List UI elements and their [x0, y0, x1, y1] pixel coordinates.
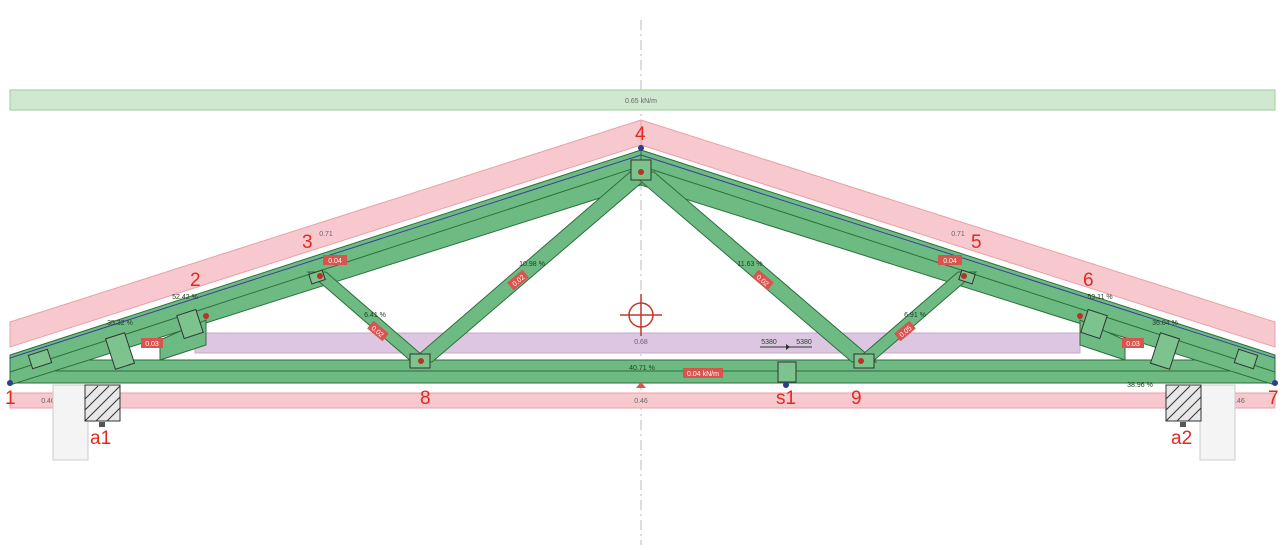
- right-roof-load-band: [640, 119, 1276, 348]
- value-left-chord-3: 0.04: [328, 258, 342, 265]
- value-left-heel-plate: 0.03: [145, 341, 159, 348]
- node-label-8: 8: [420, 388, 431, 409]
- util-left-web-outer: 6.41 %: [364, 312, 386, 319]
- node-label-6: 6: [1083, 270, 1094, 291]
- top-load-band: 0.65 kN/m: [9, 89, 1276, 111]
- bottom-chord-load-value: 0.04 kN/m: [687, 371, 719, 378]
- support-a2: [1165, 384, 1236, 461]
- support-label-a2: a2: [1171, 428, 1192, 449]
- util-left-heel: 35.32 %: [107, 320, 133, 327]
- splice-marker: 5380 5380: [760, 339, 812, 350]
- ceiling-load-value: 0.68: [634, 339, 648, 346]
- crosshair-icon: [620, 294, 662, 336]
- value-right-chord-5: 0.04: [943, 258, 957, 265]
- right-roof-load-value: 0.71: [951, 231, 965, 238]
- util-right-top: 53.11 %: [1087, 294, 1112, 301]
- splice-left-value: 5380: [761, 339, 777, 346]
- util-right-heel: 36.04 %: [1152, 320, 1178, 327]
- utilization-labels: 35.32 % 52.42 % 6.41 % 10.98 % 11.63 % 6…: [107, 261, 1178, 389]
- support-label-s1: s1: [776, 388, 796, 409]
- util-bottom-mid: 40.71 %: [629, 365, 655, 372]
- node-label-9: 9: [851, 388, 862, 409]
- util-bottom-right: 38.96 %: [1127, 382, 1153, 389]
- center-marker: [636, 382, 646, 388]
- node-labels: 1 2 3 4 5 6 7 8 9: [5, 124, 1279, 409]
- left-roof-load-value: 0.71: [319, 231, 333, 238]
- node-label-5: 5: [971, 232, 982, 253]
- support-a1: [52, 384, 121, 461]
- splice-right-value: 5380: [796, 339, 812, 346]
- node-label-3: 3: [302, 232, 313, 253]
- util-right-web-inner: 11.63 %: [737, 261, 762, 268]
- bottom-band-left-value: 0.46: [41, 398, 55, 405]
- support-label-a1: a1: [90, 428, 111, 449]
- bottom-load-band: 0.46 0.46 0.46: [9, 392, 1276, 409]
- bottom-band-right-value: 0.46: [1231, 398, 1245, 405]
- node-label-1: 1: [5, 388, 16, 409]
- support-labels: a1 a2 s1: [90, 388, 1192, 449]
- top-load-value: 0.65 kN/m: [625, 98, 657, 105]
- node-label-2: 2: [190, 270, 201, 291]
- util-right-web-outer: 6.91 %: [904, 312, 926, 319]
- node-label-4: 4: [635, 124, 646, 145]
- value-right-heel-plate: 0.03: [1126, 341, 1140, 348]
- util-left-web-inner: 10.98 %: [519, 261, 545, 268]
- node-label-7: 7: [1268, 388, 1279, 409]
- util-left-top: 52.42 %: [172, 294, 198, 301]
- bottom-band-mid-value: 0.46: [634, 398, 648, 405]
- node-markers: [7, 145, 1278, 388]
